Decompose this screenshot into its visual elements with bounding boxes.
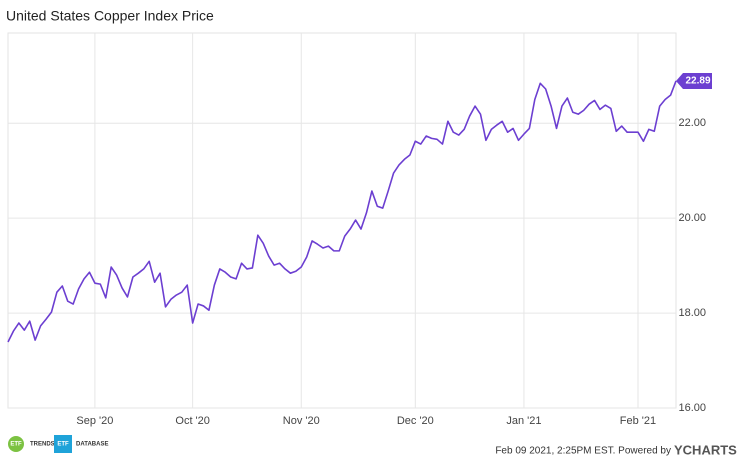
last-value-callout bbox=[676, 72, 712, 89]
line bbox=[7, 80, 677, 343]
y-tick-label: 22.00 bbox=[678, 117, 706, 129]
y-tick-label: 20.00 bbox=[678, 212, 706, 224]
last-value-label: 22.89 bbox=[685, 76, 710, 87]
logo-badge bbox=[54, 435, 72, 453]
x-tick-label: Sep '20 bbox=[76, 415, 113, 427]
logo-text: TRENDS bbox=[30, 442, 55, 448]
x-tick-label: Feb '21 bbox=[620, 415, 656, 427]
footer-brand: YCHARTS bbox=[674, 442, 737, 457]
logo-badge bbox=[8, 436, 24, 452]
chart-title: United States Copper Index Price bbox=[6, 8, 214, 24]
x-tick-label: Jan '21 bbox=[506, 415, 541, 427]
plot-frame bbox=[7, 32, 677, 409]
x-tick-label: Oct '20 bbox=[175, 415, 210, 427]
y-tick-label: 16.00 bbox=[678, 402, 706, 414]
logo-text: DATABASE bbox=[76, 442, 108, 448]
x-tick-label: Dec '20 bbox=[397, 415, 434, 427]
x-tick-label: Nov '20 bbox=[283, 415, 320, 427]
logo-badge-text: ETF bbox=[10, 442, 22, 448]
footer-timestamp: Feb 09 2021, 2:25PM EST. Powered by bbox=[495, 446, 671, 457]
plot: 16.00 18.00 20.00 22.00 Sep '20 Oct '20 Nov '2… bbox=[7, 33, 712, 427]
y-tick-label: 18.00 bbox=[678, 307, 706, 319]
logo-badge-text: ETF bbox=[57, 442, 69, 448]
